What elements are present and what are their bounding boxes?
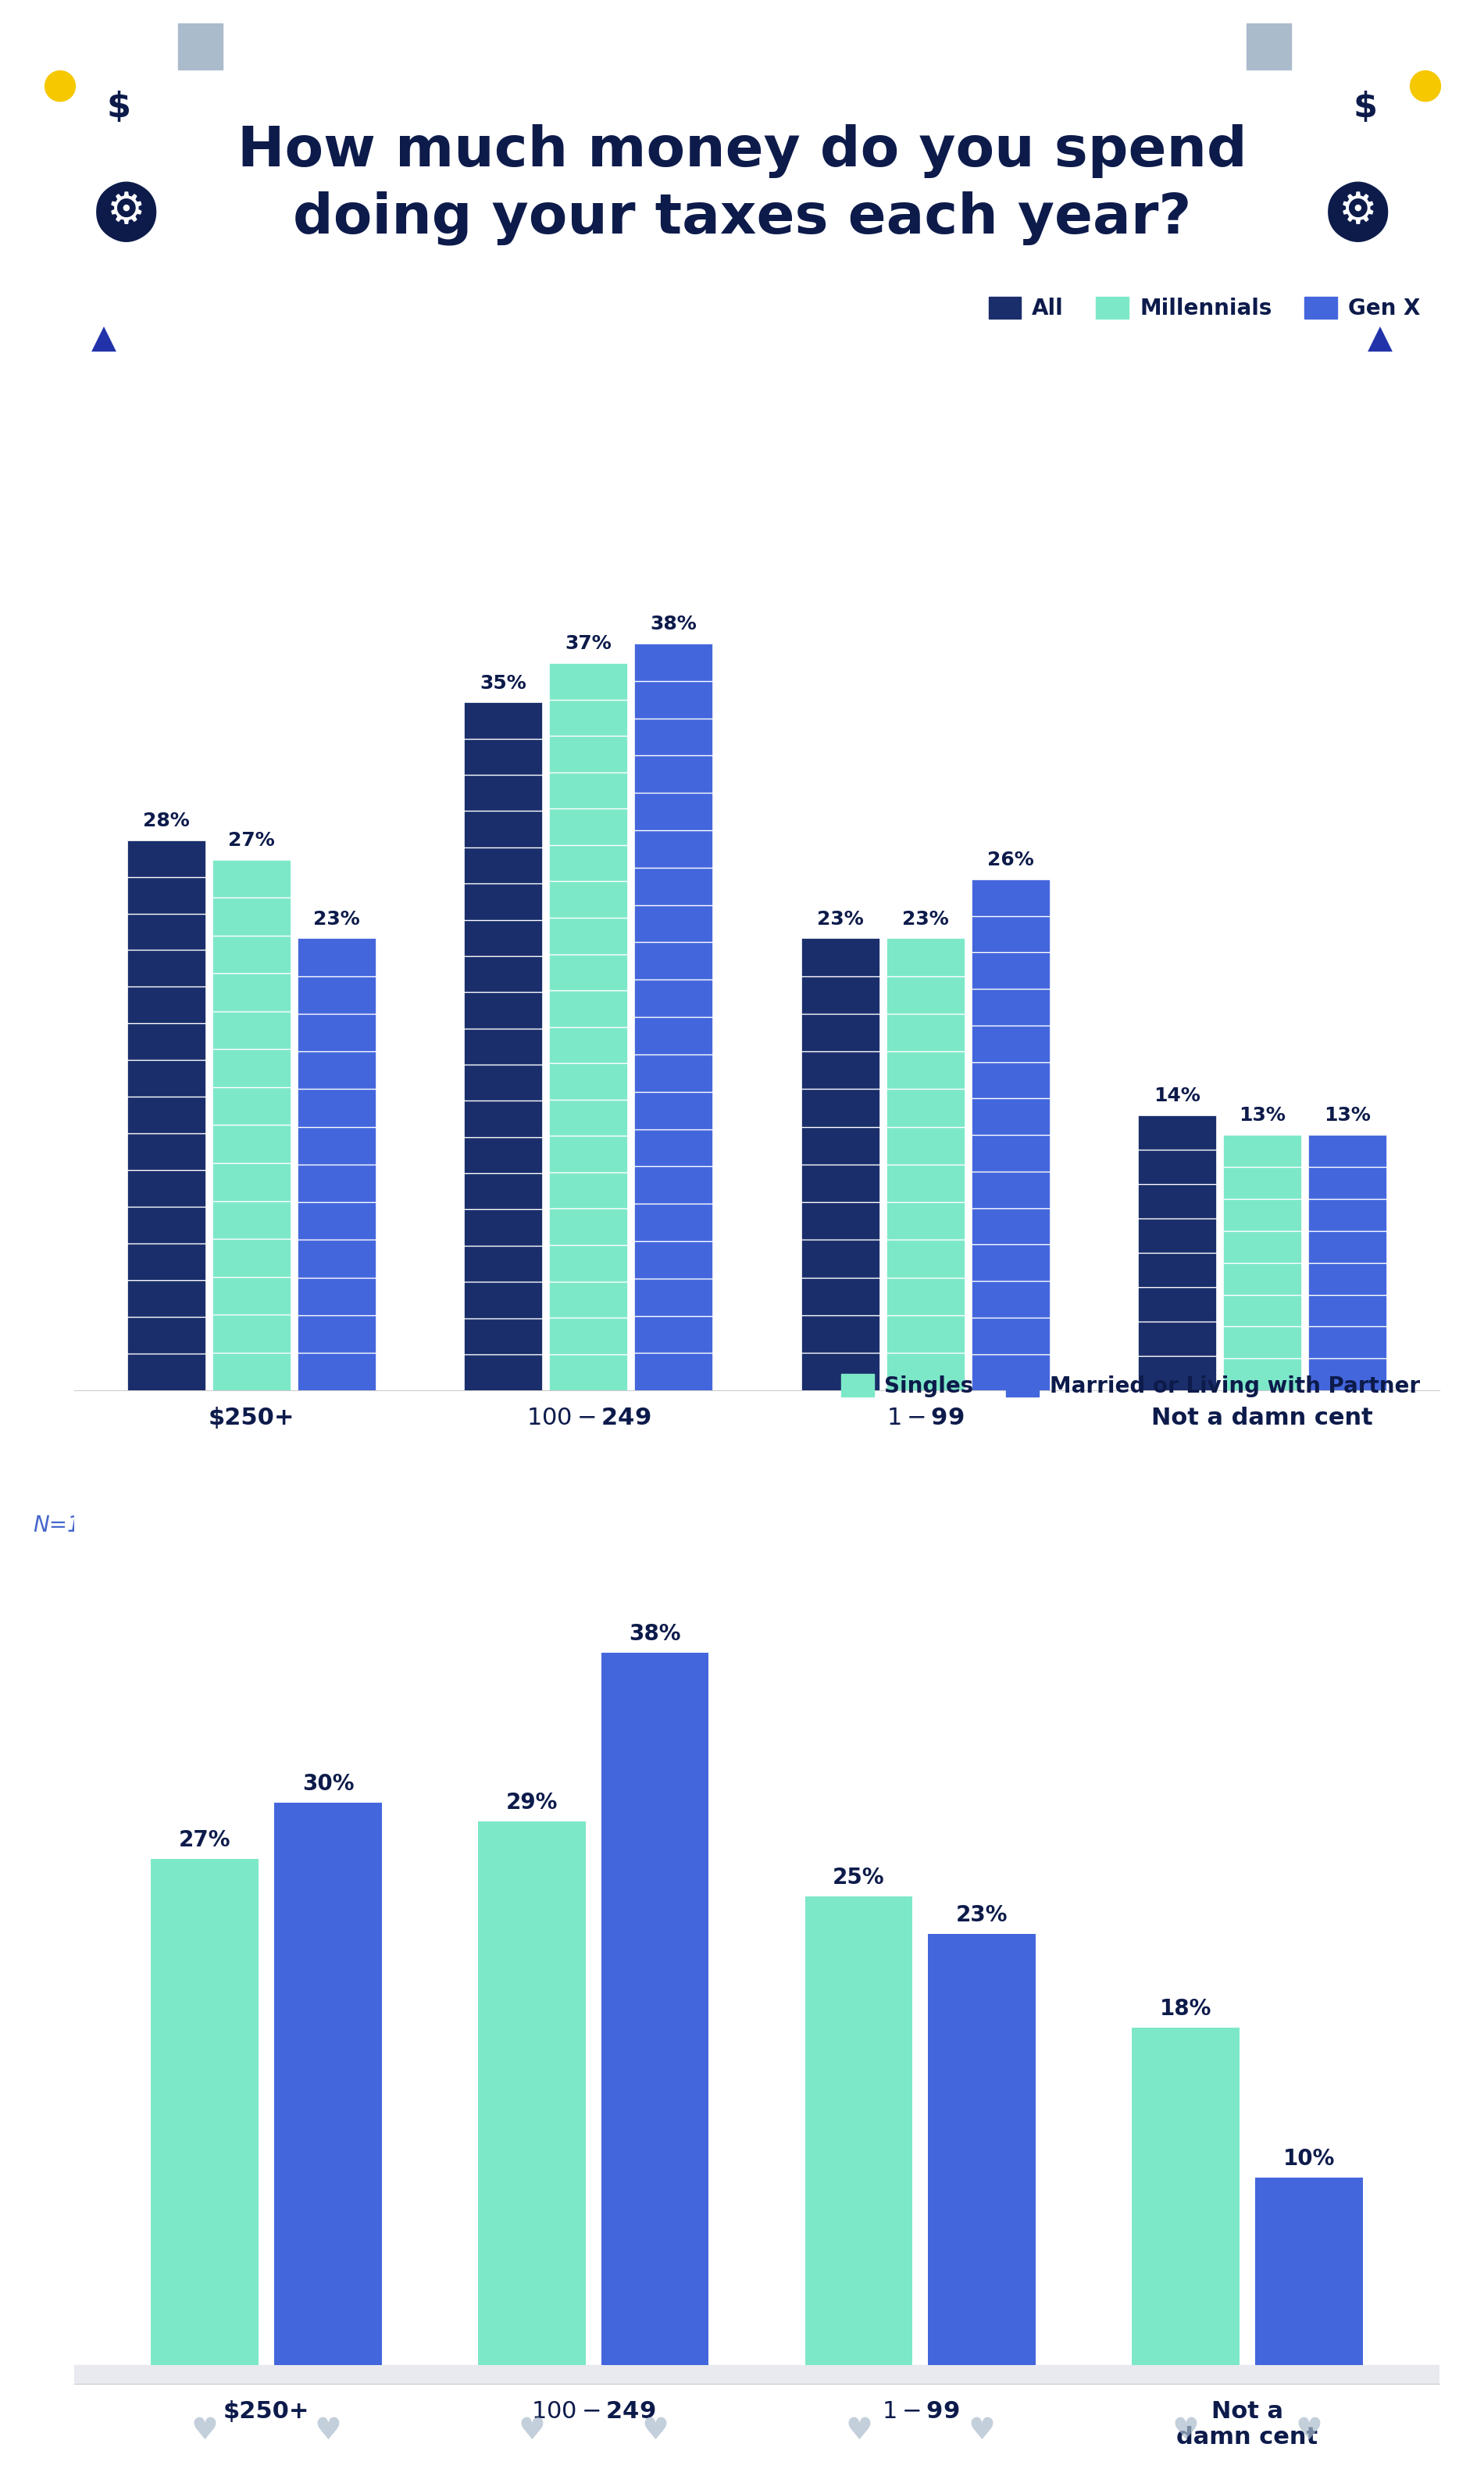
Text: 38%: 38% (650, 616, 697, 633)
Bar (212, 859, 291, 1390)
Bar (635, 643, 712, 1390)
Text: ♥: ♥ (1172, 2416, 1199, 2446)
Bar (464, 703, 542, 1390)
Text: 27%: 27% (229, 832, 275, 849)
Text: 29%: 29% (506, 1793, 558, 1813)
Bar (151, 1860, 258, 2364)
Text: ⚙: ⚙ (107, 191, 145, 233)
Text: 10%: 10% (1282, 2148, 1334, 2170)
Legend: Singles, Married or Living with Partner: Singles, Married or Living with Partner (833, 1366, 1429, 1405)
Bar (1132, 2029, 1239, 2364)
Text: ♥: ♥ (641, 2416, 669, 2446)
Text: ●: ● (42, 65, 77, 104)
Text: N=1000: N=1000 (33, 1515, 123, 1537)
Text: 23%: 23% (313, 909, 361, 929)
Text: 23%: 23% (902, 909, 948, 929)
Bar (928, 1934, 1036, 2364)
Text: 38%: 38% (629, 1624, 681, 1644)
Text: %: % (1414, 233, 1450, 268)
Bar (804, 1897, 913, 2364)
Bar (886, 939, 965, 1390)
Text: 23%: 23% (956, 1904, 1008, 1927)
Text: ⬤: ⬤ (92, 181, 160, 241)
Text: 35%: 35% (479, 673, 527, 693)
Text: ♥: ♥ (968, 2416, 996, 2446)
Text: 23%: 23% (816, 909, 864, 929)
Text: ⬤: ⬤ (1324, 181, 1392, 241)
Text: ♥: ♥ (1296, 2416, 1322, 2446)
Text: 25%: 25% (833, 1867, 884, 1890)
Bar (128, 839, 205, 1390)
Text: 14%: 14% (1153, 1088, 1201, 1105)
Text: 27%: 27% (180, 1830, 232, 1852)
Text: 18%: 18% (1159, 1999, 1211, 2021)
Legend: All, Millennials, Gen X: All, Millennials, Gen X (979, 288, 1429, 328)
Text: ●: ● (1407, 65, 1442, 104)
Bar (1138, 1115, 1215, 1390)
Text: 13%: 13% (1239, 1107, 1285, 1125)
Text: 30%: 30% (303, 1773, 355, 1795)
Bar (801, 939, 879, 1390)
Text: 28%: 28% (142, 812, 190, 829)
Bar (178, 22, 223, 70)
Text: 37%: 37% (565, 636, 611, 653)
Text: 13%: 13% (1324, 1107, 1371, 1125)
Text: $: $ (1353, 92, 1377, 124)
Bar (298, 939, 375, 1390)
Text: ▲: ▲ (92, 323, 116, 355)
Text: ♥: ♥ (315, 2416, 341, 2446)
Text: How much money do you spend
doing your taxes each year?: How much money do you spend doing your t… (237, 124, 1247, 246)
Bar (601, 1654, 709, 2364)
Bar (972, 879, 1049, 1390)
Bar (549, 663, 628, 1390)
Bar (1309, 1135, 1386, 1390)
Bar (1223, 1135, 1301, 1390)
Text: 26%: 26% (987, 852, 1034, 869)
Text: ▲: ▲ (1368, 323, 1392, 355)
Bar (275, 1803, 381, 2364)
Text: ♥: ♥ (844, 2416, 873, 2446)
Bar (74, 2364, 1439, 2384)
Bar (1247, 22, 1291, 70)
Bar (1255, 2178, 1362, 2364)
Bar (478, 1820, 586, 2364)
Text: ♥: ♥ (191, 2416, 218, 2446)
Text: ♥: ♥ (518, 2416, 546, 2446)
Text: ⚙: ⚙ (1339, 191, 1377, 233)
Text: $: $ (107, 92, 131, 124)
Text: %: % (34, 233, 70, 268)
